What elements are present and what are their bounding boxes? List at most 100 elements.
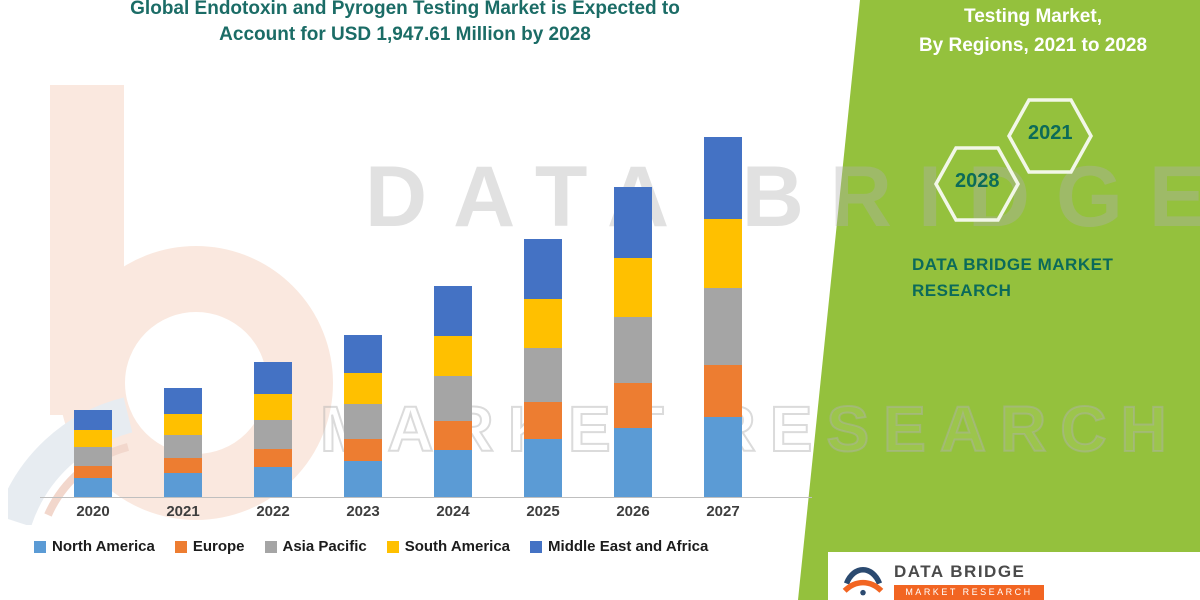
bar-segment-asia-pacific: [614, 317, 652, 383]
legend-swatch-icon: [174, 540, 187, 553]
legend-label: South America: [404, 538, 511, 555]
bar-segment-middle-east-and-africa: [524, 239, 562, 299]
bar-segment-south-america: [164, 414, 202, 435]
footer-brand-subtitle: MARKET RESEARCH: [894, 585, 1044, 600]
x-axis-line: [40, 497, 812, 498]
footer-text-wrap: DATA BRIDGE MARKET RESEARCH: [894, 556, 1044, 600]
bar-segment-north-america: [254, 467, 292, 497]
bar-segment-south-america: [344, 373, 382, 404]
bar-segment-north-america: [164, 473, 202, 497]
legend-swatch-icon: [386, 540, 399, 553]
x-axis-label-2024: 2024: [436, 503, 470, 520]
bar-segment-south-america: [704, 219, 742, 288]
legend-label: Europe: [192, 538, 245, 555]
bar-segment-north-america: [344, 461, 382, 497]
bar-segment-asia-pacific: [524, 348, 562, 402]
x-axis-label-2021: 2021: [166, 503, 200, 520]
bar-stack-2021: [164, 388, 202, 497]
bar-column-2026: [588, 117, 678, 497]
bar-segment-south-america: [434, 336, 472, 376]
bar-segment-europe: [254, 449, 292, 467]
x-axis-label-2026: 2026: [616, 503, 650, 520]
side-heading-line1: Testing Market,: [964, 6, 1102, 27]
bar-stack-2025: [524, 239, 562, 497]
hexagon-2028-label: 2028: [955, 170, 1000, 192]
x-axis-label-2022: 2022: [256, 503, 290, 520]
legend-swatch-icon: [264, 540, 277, 553]
legend-label: North America: [52, 538, 155, 555]
x-axis-label-2027: 2027: [706, 503, 740, 520]
legend-swatch-icon: [530, 540, 543, 553]
legend-label: Middle East and Africa: [548, 538, 709, 555]
bar-stack-2024: [434, 286, 472, 497]
bar-segment-europe: [434, 421, 472, 450]
hexagon-2028-icon: [933, 146, 1021, 222]
bar-segment-asia-pacific: [164, 435, 202, 458]
bar-segment-middle-east-and-africa: [434, 286, 472, 336]
legend-item-europe: Europe: [174, 538, 245, 555]
bar-column-2021: [138, 117, 228, 497]
side-panel-heading: Testing Market, By Regions, 2021 to 2028: [868, 2, 1198, 61]
legend-swatch-icon: [34, 540, 46, 553]
bar-segment-north-america: [74, 478, 112, 497]
chart-title-line2: Account for USD 1,947.61 Million by 2028: [219, 23, 591, 45]
chart-title-line1: Global Endotoxin and Pyrogen Testing Mar…: [130, 0, 680, 19]
legend-label: Asia Pacific: [282, 538, 367, 555]
side-brand-line2: RESEARCH: [912, 281, 1012, 301]
bar-segment-europe: [704, 365, 742, 417]
bar-segment-europe: [524, 402, 562, 439]
bar-segment-europe: [614, 383, 652, 428]
side-brand-text: DATA BRIDGE MARKET RESEARCH: [912, 252, 1172, 305]
bar-chart: [48, 117, 768, 497]
bar-segment-south-america: [74, 430, 112, 447]
legend-item-south-america: South America: [386, 538, 511, 555]
bar-segment-europe: [164, 458, 202, 473]
hexagon-2021-label: 2021: [1028, 122, 1073, 144]
bar-segment-asia-pacific: [254, 420, 292, 449]
bar-segment-europe: [74, 466, 112, 478]
footer-logo-box: DATA BRIDGE MARKET RESEARCH: [828, 552, 1200, 600]
legend-item-north-america: North America: [34, 538, 155, 555]
bar-segment-middle-east-and-africa: [344, 335, 382, 373]
bar-stack-2027: [704, 137, 742, 497]
bar-segment-middle-east-and-africa: [164, 388, 202, 414]
bar-segment-middle-east-and-africa: [614, 187, 652, 258]
bar-column-2022: [228, 117, 318, 497]
bar-stack-2022: [254, 362, 292, 497]
bar-segment-south-america: [254, 394, 292, 420]
bar-segment-asia-pacific: [74, 447, 112, 466]
bar-column-2027: [678, 117, 768, 497]
x-axis-label-2023: 2023: [346, 503, 380, 520]
data-bridge-logo-icon: [842, 567, 884, 596]
bar-segment-asia-pacific: [344, 404, 382, 439]
x-axis-label-2025: 2025: [526, 503, 560, 520]
bar-stack-2023: [344, 335, 382, 497]
legend-item-middle-east-and-africa: Middle East and Africa: [530, 538, 708, 555]
watermark-text-line1: DATA BRIDGE: [365, 149, 1200, 245]
x-axis-label-2020: 2020: [76, 503, 110, 520]
bar-column-2020: [48, 117, 138, 497]
bar-segment-north-america: [434, 450, 472, 497]
bar-segment-middle-east-and-africa: [74, 410, 112, 430]
bar-segment-europe: [344, 439, 382, 461]
bar-segment-asia-pacific: [434, 376, 472, 421]
hexagon-2021-icon: [1006, 98, 1094, 174]
bar-segment-south-america: [614, 258, 652, 317]
bar-segment-north-america: [524, 439, 562, 497]
bar-column-2025: [498, 117, 588, 497]
bar-column-2023: [318, 117, 408, 497]
bar-stack-2020: [74, 410, 112, 497]
footer-brand-name: DATA BRIDGE: [894, 562, 1026, 581]
side-heading-line2: By Regions, 2021 to 2028: [918, 35, 1148, 57]
bar-segment-north-america: [704, 417, 742, 497]
chart-legend: North America Europe Asia Pacific South Ame…: [34, 538, 814, 555]
bar-segment-south-america: [524, 299, 562, 348]
bar-segment-middle-east-and-africa: [254, 362, 292, 394]
bar-stack-2026: [614, 187, 652, 497]
legend-item-asia-pacific: Asia Pacific: [264, 538, 367, 555]
bar-segment-middle-east-and-africa: [704, 137, 742, 219]
bar-segment-north-america: [614, 428, 652, 497]
side-brand-line1: DATA BRIDGE MARKET: [912, 255, 1114, 274]
